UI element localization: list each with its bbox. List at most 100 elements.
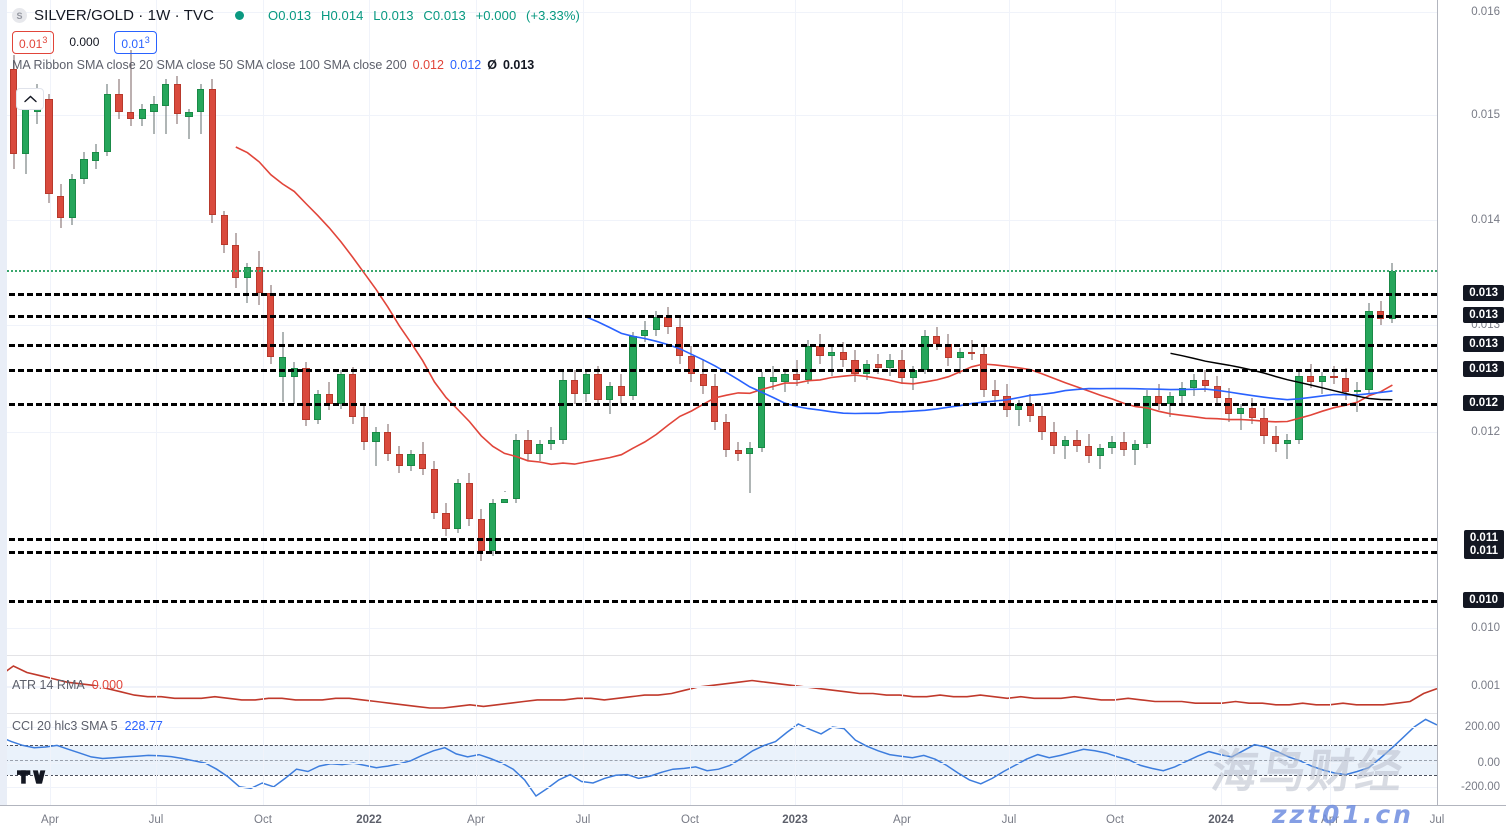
gridline-vertical (583, 656, 584, 713)
price-level-line[interactable] (0, 551, 1437, 554)
price-level-line[interactable] (0, 538, 1437, 541)
gridline-horizontal (0, 325, 1437, 326)
candle (302, 0, 310, 655)
candle-body (56, 195, 65, 219)
candle-body (769, 377, 777, 383)
pill-upper-value[interactable]: 0.013 (12, 30, 55, 54)
cci-pane[interactable] (0, 713, 1437, 805)
candle-body (1038, 415, 1046, 432)
tradingview-logo[interactable] (17, 767, 47, 792)
candle-body (243, 266, 252, 278)
collapse-pane-button[interactable] (16, 88, 44, 110)
time-axis-tick: Jul (1001, 814, 1017, 826)
candle (80, 0, 88, 655)
gridline-vertical (902, 656, 903, 713)
candle-body (582, 374, 590, 394)
gridline-vertical (263, 0, 264, 655)
candle-body (641, 330, 649, 337)
candle (535, 0, 544, 655)
candle-body (1003, 395, 1011, 410)
candle-body (746, 447, 754, 454)
legend-symbol-row[interactable]: S SILVER/GOLD · 1W · TVC O0.013 H0.014 L… (12, 6, 586, 25)
candle-body (395, 453, 403, 467)
candle (349, 0, 357, 655)
price-axis[interactable]: 0.016 0.015 0.014 0.013 0.012 0.010 0.001 200.0… (1437, 0, 1506, 805)
candle (220, 0, 228, 655)
ohlc-values: O0.013 H0.014 L0.013 C0.013 +0.000 (+3.3… (268, 8, 586, 23)
candle-body (349, 374, 357, 417)
candle-body (360, 416, 368, 442)
price-pane[interactable] (0, 0, 1437, 655)
candle (594, 0, 602, 655)
candle-body (45, 99, 53, 194)
candle-body (1085, 445, 1093, 456)
candle-body (419, 453, 427, 470)
candle (1377, 0, 1385, 655)
candle-body (138, 109, 146, 120)
price-level-tag[interactable]: 0.013 (1463, 361, 1504, 377)
price-level-tag[interactable]: 0.010 (1463, 592, 1504, 608)
candle-body (150, 104, 158, 113)
candle-body (68, 178, 76, 219)
candle-body (547, 439, 555, 444)
candle-wick (550, 426, 552, 450)
gridline-vertical (50, 656, 51, 713)
candle (127, 0, 135, 655)
atr-pane[interactable] (0, 655, 1437, 713)
price-level-line[interactable] (0, 315, 1437, 318)
gridline-horizontal (0, 787, 1437, 788)
cci-level-0 (0, 760, 1437, 761)
candle-body (1260, 417, 1268, 436)
price-level-tag[interactable]: 0.013 (1463, 307, 1504, 323)
candle-wick (1321, 372, 1323, 394)
gridline-vertical (690, 656, 691, 713)
cci-series-path (0, 718, 1437, 798)
price-level-tag[interactable]: 0.011 (1463, 543, 1504, 559)
candle-body (617, 386, 625, 396)
candle-wick (1356, 382, 1358, 412)
atr-pane-legend[interactable]: ATR 14 RMA 0.000 (12, 678, 123, 692)
time-axis-tick: Apr (41, 814, 59, 826)
candle-body (103, 94, 111, 152)
price-level-line[interactable] (0, 344, 1437, 347)
pill-lower-value[interactable]: 0.013 (114, 30, 157, 54)
price-level-tag[interactable]: 0.012 (1463, 395, 1504, 411)
cci-pane-legend[interactable]: CCI 20 hlc3 SMA 5 228.77 (12, 719, 163, 733)
candle-body (489, 503, 497, 551)
price-level-line[interactable] (0, 403, 1437, 406)
candle-body (1295, 376, 1303, 440)
candle-wick (165, 79, 167, 134)
price-axis-tick: -200.00 (1460, 781, 1500, 793)
gridline-vertical (1221, 0, 1222, 655)
candle-body (1283, 439, 1291, 444)
price-level-tag[interactable]: 0.013 (1463, 285, 1504, 301)
price-level-line[interactable] (0, 293, 1437, 296)
price-level-tag[interactable]: 0.013 (1463, 336, 1504, 352)
time-axis[interactable]: Apr Jul Oct 2022 Apr Jul Oct 2023 Apr Jul Oct 2024 A… (0, 805, 1506, 833)
ma-ribbon-avg-symbol: Ø (487, 58, 497, 72)
price-axis-tick: 0.015 (1471, 109, 1500, 121)
price-axis-tick: 0.016 (1471, 6, 1500, 18)
candle-body (1190, 380, 1198, 389)
price-level-line[interactable] (0, 369, 1437, 372)
candle (839, 0, 847, 655)
gridline-vertical (690, 714, 691, 805)
ma-ribbon-overlay (235, 146, 1393, 466)
candle-body (968, 352, 976, 355)
legend-indicator-row[interactable]: MA Ribbon SMA close 20 SMA close 50 SMA … (12, 58, 586, 72)
candle (524, 0, 532, 655)
candle-body (442, 513, 450, 529)
candle (851, 0, 859, 655)
chart-legend[interactable]: S SILVER/GOLD · 1W · TVC O0.013 H0.014 L… (12, 6, 586, 72)
price-level-tag[interactable]: 0.011 (1463, 530, 1504, 546)
legend-pill-row[interactable]: 0.013 0.000 0.013 (12, 30, 586, 54)
candle-body (886, 360, 894, 369)
symbol-title[interactable]: SILVER/GOLD · 1W · TVC (34, 7, 215, 24)
price-level-line[interactable] (0, 600, 1437, 603)
cci-legend-label: CCI 20 hlc3 SMA 5 (12, 719, 118, 733)
candle-body (454, 483, 462, 529)
gridline-horizontal (0, 727, 1437, 728)
candle-body (699, 374, 707, 387)
candle (512, 0, 520, 655)
